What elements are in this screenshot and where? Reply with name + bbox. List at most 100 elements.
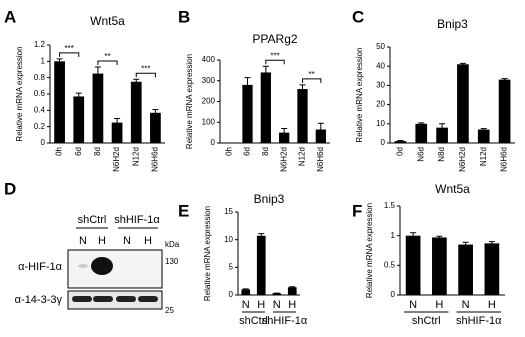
error-bar bbox=[459, 62, 466, 66]
error-bar bbox=[244, 77, 251, 93]
y-tick-label: 100 bbox=[202, 117, 216, 126]
marker-label: 130 bbox=[165, 257, 179, 266]
error-bar bbox=[317, 122, 324, 136]
x-tick-label: 0d bbox=[396, 147, 405, 156]
x-tick-label: N bbox=[409, 299, 417, 311]
x-tick-label: 6d bbox=[243, 147, 252, 156]
error-bar bbox=[410, 232, 417, 239]
y-tick-label: 10 bbox=[224, 235, 233, 244]
y-tick-label: 0.2 bbox=[34, 122, 46, 131]
significance-label: *** bbox=[270, 51, 279, 60]
bar bbox=[477, 129, 490, 143]
x-tick-label: H bbox=[257, 299, 265, 311]
y-tick-label: 0.6 bbox=[34, 89, 46, 98]
band bbox=[93, 296, 113, 302]
bar bbox=[54, 61, 65, 144]
error-bar bbox=[501, 78, 508, 81]
y-tick-label: 1 bbox=[41, 56, 46, 65]
error-bar bbox=[56, 58, 63, 64]
y-tick-label: 50 bbox=[376, 42, 385, 51]
significance-label: *** bbox=[64, 44, 73, 53]
y-axis-label: Relative mRNA expression bbox=[203, 206, 212, 301]
y-tick-label: 0 bbox=[229, 290, 234, 299]
y-tick-label: 1.5 bbox=[384, 201, 396, 210]
significance-label: ** bbox=[309, 70, 315, 79]
bar bbox=[432, 237, 447, 295]
x-tick-label: N6H6d bbox=[151, 147, 160, 172]
bar bbox=[394, 141, 407, 143]
y-axis-label: Relative mRNA expression bbox=[365, 203, 374, 298]
bar bbox=[260, 72, 271, 143]
bar bbox=[415, 123, 428, 143]
x-tick-label: N6H2d bbox=[112, 147, 121, 172]
lane-label: H bbox=[98, 235, 106, 247]
error-bar bbox=[299, 84, 306, 94]
bar bbox=[242, 84, 253, 143]
x-tick-label: 0h bbox=[224, 147, 233, 156]
error-bar bbox=[462, 241, 469, 247]
y-axis-label: Relative mRNA expression bbox=[185, 54, 194, 149]
y-tick-label: 15 bbox=[224, 207, 233, 216]
band bbox=[116, 296, 136, 302]
error-bar bbox=[242, 288, 249, 291]
bar bbox=[73, 96, 85, 143]
y-axis-label: Relative mRNA expression bbox=[355, 47, 364, 142]
y-tick-label: 30 bbox=[376, 81, 385, 90]
bar bbox=[130, 81, 142, 143]
chart-title: Wnt5a bbox=[435, 182, 470, 196]
y-tick-label: 5 bbox=[229, 262, 234, 271]
y-axis-label: Relative mRNA expression bbox=[15, 46, 24, 141]
bar bbox=[405, 235, 421, 295]
bar bbox=[484, 243, 500, 295]
x-tick-label: N6H6d bbox=[500, 147, 509, 172]
x-tick-label: H bbox=[488, 299, 496, 311]
blot-box bbox=[67, 290, 163, 310]
bar bbox=[498, 79, 511, 143]
y-tick-label: 0 bbox=[211, 138, 216, 147]
significance-bracket bbox=[135, 72, 156, 78]
group-label: shHIF-1α bbox=[262, 315, 308, 327]
bar bbox=[436, 127, 448, 143]
y-tick-label: 0.8 bbox=[34, 73, 46, 82]
x-tick-label: N12d bbox=[298, 147, 307, 166]
blot-group: shHIF-1α bbox=[114, 214, 160, 226]
panel-letter: B bbox=[178, 7, 190, 26]
x-tick-label: 8d bbox=[261, 147, 270, 156]
panel-letter: E bbox=[178, 201, 189, 220]
x-tick-label: N12d bbox=[479, 147, 488, 166]
x-tick-label: 0h bbox=[55, 147, 64, 156]
x-tick-label: H bbox=[435, 299, 443, 311]
marker-label: 25 bbox=[165, 306, 174, 315]
x-tick-label: 6d bbox=[74, 147, 83, 156]
error-bar bbox=[258, 233, 265, 239]
bar bbox=[315, 129, 326, 143]
bar bbox=[241, 289, 251, 295]
error-bar bbox=[273, 292, 280, 294]
x-tick-label: N12d bbox=[131, 147, 140, 166]
y-tick-label: 40 bbox=[376, 61, 385, 70]
unit-label: kDa bbox=[165, 240, 180, 249]
error-bar bbox=[397, 140, 404, 142]
chart-title: PPARg2 bbox=[252, 32, 297, 46]
bar bbox=[111, 122, 123, 143]
x-tick-label: 8d bbox=[93, 147, 102, 156]
x-tick-label: N8d bbox=[437, 147, 446, 162]
error-bar bbox=[133, 78, 140, 85]
y-tick-label: 0.4 bbox=[34, 105, 46, 114]
panel-letter: F bbox=[352, 201, 362, 220]
error-bar bbox=[439, 123, 446, 132]
chart-title: Bnip3 bbox=[254, 192, 285, 206]
x-tick-label: N6H6d bbox=[316, 147, 325, 172]
significance-label: *** bbox=[141, 64, 150, 73]
y-tick-label: 0 bbox=[391, 290, 396, 299]
blot-group: shCtrl bbox=[78, 214, 107, 226]
group-label: shHIF-1α bbox=[456, 315, 502, 327]
y-tick-label: 1 bbox=[391, 231, 396, 240]
bar bbox=[272, 293, 282, 295]
group-label: shCtrl bbox=[412, 315, 441, 327]
bar bbox=[457, 64, 469, 143]
panel-letter: A bbox=[4, 7, 16, 26]
band bbox=[138, 296, 158, 302]
error-bar bbox=[488, 241, 495, 246]
